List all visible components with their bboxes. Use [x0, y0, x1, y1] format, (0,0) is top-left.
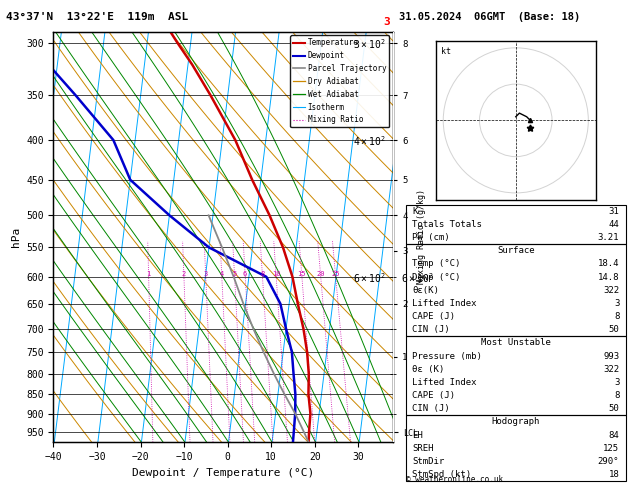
- Text: 31: 31: [608, 207, 619, 216]
- Text: Lifted Index: Lifted Index: [413, 378, 477, 387]
- Text: 84: 84: [608, 431, 619, 439]
- Text: kt: kt: [441, 47, 451, 56]
- Text: 3: 3: [383, 17, 390, 27]
- Text: 14.8: 14.8: [598, 273, 619, 281]
- Text: 290°: 290°: [598, 457, 619, 466]
- Text: 15: 15: [298, 271, 306, 277]
- Text: Temp (°C): Temp (°C): [413, 260, 460, 268]
- Text: 3: 3: [614, 378, 619, 387]
- Text: CAPE (J): CAPE (J): [413, 391, 455, 400]
- Text: 8: 8: [260, 271, 264, 277]
- Text: 3.21: 3.21: [598, 233, 619, 242]
- Text: CIN (J): CIN (J): [413, 325, 450, 334]
- Text: 993: 993: [603, 351, 619, 361]
- Text: θε (K): θε (K): [413, 364, 445, 374]
- Bar: [406, 205, 626, 244]
- Text: StmDir: StmDir: [413, 457, 445, 466]
- Text: EH: EH: [413, 431, 423, 439]
- Text: PW (cm): PW (cm): [413, 233, 450, 242]
- Text: Hodograph: Hodograph: [492, 417, 540, 426]
- Text: 3: 3: [614, 299, 619, 308]
- Y-axis label: hPa: hPa: [11, 227, 21, 247]
- Text: 6: 6: [243, 271, 247, 277]
- Text: θε(K): θε(K): [413, 286, 439, 295]
- Text: Mixing Ratio (g/kg): Mixing Ratio (g/kg): [417, 190, 426, 284]
- Text: 1: 1: [147, 271, 150, 277]
- Text: 8: 8: [614, 312, 619, 321]
- Text: CAPE (J): CAPE (J): [413, 312, 455, 321]
- Text: 4: 4: [220, 271, 224, 277]
- Text: 125: 125: [603, 444, 619, 453]
- Text: Surface: Surface: [497, 246, 535, 255]
- Text: K: K: [413, 207, 418, 216]
- Text: 3: 3: [203, 271, 208, 277]
- Text: 20: 20: [316, 271, 325, 277]
- Text: 50: 50: [608, 404, 619, 413]
- Text: 2: 2: [182, 271, 186, 277]
- Text: 5: 5: [232, 271, 237, 277]
- Text: SREH: SREH: [413, 444, 434, 453]
- Text: 8: 8: [614, 391, 619, 400]
- Bar: [406, 416, 626, 481]
- Text: 18: 18: [608, 470, 619, 479]
- Text: Dewp (°C): Dewp (°C): [413, 273, 460, 281]
- Text: Pressure (mb): Pressure (mb): [413, 351, 482, 361]
- Legend: Temperature, Dewpoint, Parcel Trajectory, Dry Adiabat, Wet Adiabat, Isotherm, Mi: Temperature, Dewpoint, Parcel Trajectory…: [290, 35, 389, 127]
- Text: Lifted Index: Lifted Index: [413, 299, 477, 308]
- Text: 322: 322: [603, 286, 619, 295]
- X-axis label: Dewpoint / Temperature (°C): Dewpoint / Temperature (°C): [132, 468, 314, 478]
- Text: CIN (J): CIN (J): [413, 404, 450, 413]
- Text: Most Unstable: Most Unstable: [481, 338, 551, 347]
- Text: StmSpd (kt): StmSpd (kt): [413, 470, 471, 479]
- Text: Totals Totals: Totals Totals: [413, 220, 482, 229]
- Text: 25: 25: [331, 271, 340, 277]
- Text: 31.05.2024  06GMT  (Base: 18): 31.05.2024 06GMT (Base: 18): [399, 12, 581, 22]
- Text: 50: 50: [608, 325, 619, 334]
- Text: © weatheronline.co.uk: © weatheronline.co.uk: [406, 474, 503, 484]
- Bar: [406, 336, 626, 416]
- Bar: [406, 244, 626, 336]
- Text: 44: 44: [608, 220, 619, 229]
- Text: 43°37'N  13°22'E  119m  ASL: 43°37'N 13°22'E 119m ASL: [6, 12, 189, 22]
- Text: 10: 10: [272, 271, 281, 277]
- Text: 322: 322: [603, 364, 619, 374]
- Text: 18.4: 18.4: [598, 260, 619, 268]
